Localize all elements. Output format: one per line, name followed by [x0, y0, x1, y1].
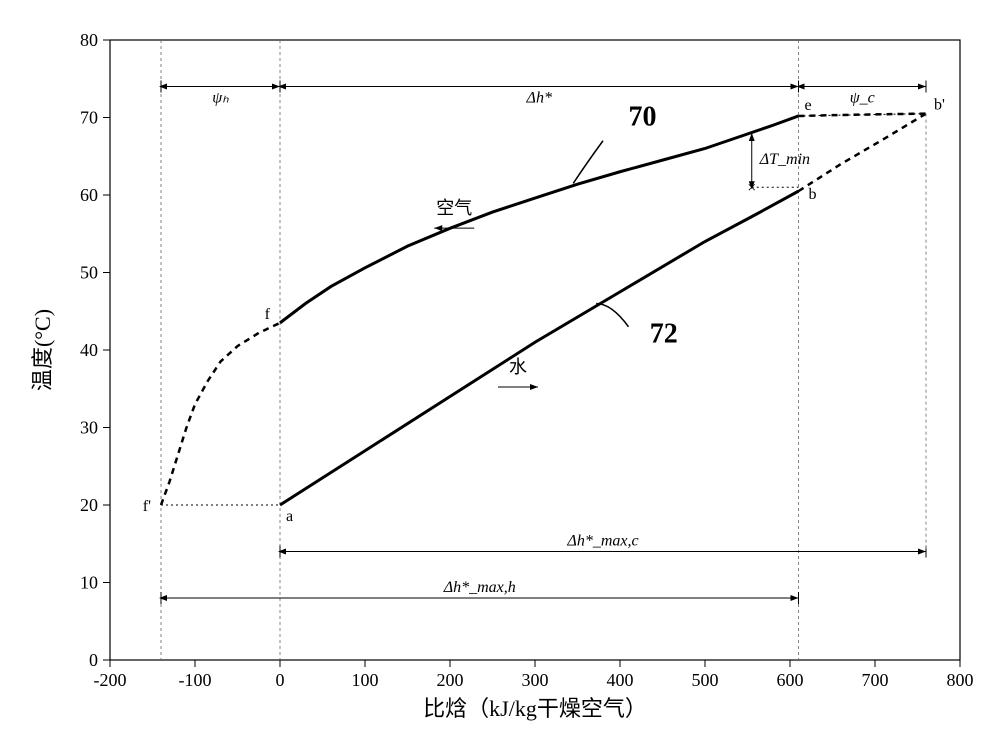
water-curve-dashed-right	[799, 114, 927, 192]
y-tick-label: 20	[80, 495, 98, 515]
flow-label: 空气	[436, 198, 472, 218]
dim-psi-h-label: ψₕ	[212, 90, 229, 107]
x-tick-label: 700	[862, 670, 889, 690]
y-tick-label: 60	[80, 185, 98, 205]
dim-dh-max-h-label: Δh*_max,h	[443, 579, 516, 596]
curve-id-70: 70	[629, 101, 657, 132]
point-label: b	[809, 186, 817, 203]
y-tick-label: 40	[80, 340, 98, 360]
x-tick-label: 0	[276, 670, 285, 690]
dim-dTmin-label: ΔT_min	[759, 151, 810, 168]
point-label: b'	[934, 97, 945, 114]
point-label: f	[265, 306, 271, 323]
flow-label: 水	[509, 357, 527, 377]
y-tick-label: 50	[80, 263, 98, 283]
x-tick-label: 500	[692, 670, 719, 690]
y-tick-label: 70	[80, 108, 98, 128]
y-tick-label: 10	[80, 573, 98, 593]
x-tick-label: 600	[777, 670, 804, 690]
dim-dh-max-c-label: Δh*_max,c	[566, 533, 638, 550]
x-tick-label: 100	[352, 670, 379, 690]
x-tick-label: 200	[437, 670, 464, 690]
dim-delta-h-label: Δh*	[526, 90, 552, 107]
water-curve	[280, 191, 799, 505]
x-axis-label: 比焓（kJ/kg干燥空气）	[423, 696, 647, 721]
leader-72	[596, 304, 628, 327]
dim-psi-c-label: ψ_c	[850, 90, 875, 107]
x-tick-label: -200	[94, 670, 127, 690]
x-tick-label: -100	[179, 670, 212, 690]
air-curve-dashed-left	[161, 323, 280, 505]
point-label: a	[286, 508, 293, 525]
chart-svg: -200 -100 0 100 200 300 400 500 600 700 800 0 10 20 30…	[0, 0, 1000, 750]
te-enthalpy-chart: -200 -100 0 100 200 300 400 500 600 700 800 0 10 20 30…	[0, 0, 1000, 750]
curve-id-72: 72	[650, 318, 678, 349]
x-tick-label: 300	[522, 670, 549, 690]
x-tick-label: 400	[607, 670, 634, 690]
y-axis-label: 温度(°C)	[30, 309, 55, 391]
y-tick-label: 80	[80, 30, 98, 50]
guide-e-bprime	[799, 114, 927, 116]
x-tick-label: 800	[947, 670, 974, 690]
air-curve-dashed-right	[799, 114, 927, 116]
y-tick-label: 0	[89, 650, 98, 670]
air-curve	[280, 116, 799, 323]
y-tick-label: 30	[80, 418, 98, 438]
point-label: e	[805, 97, 812, 114]
point-label: f'	[143, 498, 151, 515]
